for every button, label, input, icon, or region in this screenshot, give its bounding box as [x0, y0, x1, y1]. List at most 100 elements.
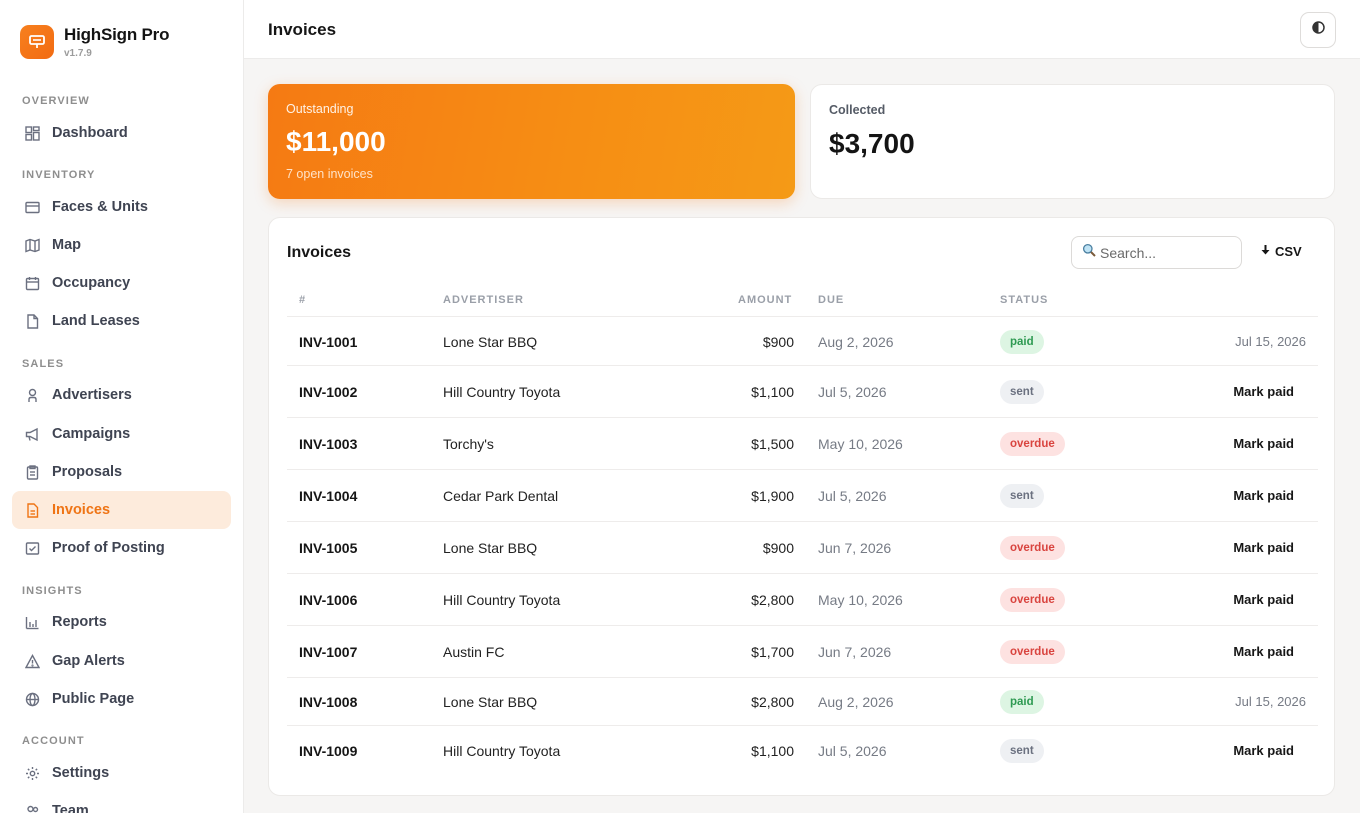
brand-name: HighSign Pro — [64, 25, 170, 44]
sidebar-item-faces-units[interactable]: Faces & Units — [12, 188, 231, 226]
table-row[interactable]: INV-1009 Hill Country Toyota $1,100 Jul 5, … — [287, 725, 1318, 775]
sidebar-item-proof-of-posting[interactable]: Proof of Posting — [12, 529, 231, 567]
csv-export-button[interactable]: CSV — [1261, 244, 1302, 259]
collected-card: Collected $3,700 — [810, 84, 1335, 199]
invoice-number[interactable]: INV-1003 — [299, 436, 358, 452]
invoice-advertiser: Hill Country Toyota — [443, 592, 561, 608]
sidebar-item-dashboard[interactable]: Dashboard — [12, 114, 231, 152]
invoice-due-date: Jul 5, 2026 — [818, 743, 887, 759]
table-row[interactable]: INV-1004 Cedar Park Dental $1,900 Jul 5, 20… — [287, 469, 1318, 521]
sidebar-item-label: Occupancy — [52, 275, 131, 291]
sidebar-item-reports[interactable]: Reports — [12, 603, 231, 641]
mark-paid-button[interactable]: Mark paid — [1233, 592, 1294, 607]
sidebar-item-land-leases[interactable]: Land Leases — [12, 302, 231, 340]
mark-paid-button[interactable]: Mark paid — [1233, 488, 1294, 503]
status-badge: overdue — [1000, 640, 1065, 664]
collected-value: $3,700 — [829, 128, 915, 159]
nav-section-account: ACCOUNT — [22, 735, 85, 747]
invoices-panel: Invoices CSV # ADVERTISER AMOUNT DUE STA… — [268, 217, 1335, 796]
invoice-number[interactable]: INV-1006 — [299, 592, 358, 608]
warning-icon — [24, 653, 40, 669]
sidebar-item-label: Map — [52, 237, 81, 253]
checkbox-icon — [24, 540, 40, 556]
nav-section-inventory: INVENTORY — [22, 169, 96, 181]
sidebar-item-label: Reports — [52, 614, 107, 630]
invoice-due-date: Jul 5, 2026 — [818, 384, 887, 400]
theme-toggle-button[interactable] — [1300, 12, 1336, 48]
bar-chart-icon — [24, 614, 40, 630]
invoice-due-date: Jul 5, 2026 — [818, 488, 887, 504]
outstanding-subtext: 7 open invoices — [286, 167, 373, 181]
table-row[interactable]: INV-1008 Lone Star BBQ $2,800 Aug 2, 2026 pa… — [287, 677, 1318, 725]
sidebar-item-team[interactable]: Team — [12, 792, 231, 813]
brand[interactable]: HighSign Pro v1.7.9 — [20, 25, 169, 59]
invoice-amount: $1,900 — [751, 488, 794, 504]
brand-version: v1.7.9 — [64, 48, 92, 59]
sidebar-item-invoices[interactable]: Invoices — [12, 491, 231, 529]
invoice-amount: $1,700 — [751, 644, 794, 660]
outstanding-card: Outstanding $11,000 7 open invoices — [268, 84, 795, 199]
invoice-due-date: May 10, 2026 — [818, 592, 903, 608]
panel-title: Invoices — [287, 244, 352, 261]
status-badge: sent — [1000, 380, 1044, 404]
mark-paid-button[interactable]: Mark paid — [1233, 540, 1294, 555]
table-row[interactable]: INV-1002 Hill Country Toyota $1,100 Jul 5, … — [287, 365, 1318, 417]
column-header-advertiser[interactable]: ADVERTISER — [443, 294, 524, 306]
invoice-advertiser: Lone Star BBQ — [443, 334, 538, 350]
invoice-number[interactable]: INV-1005 — [299, 540, 358, 556]
sidebar-item-proposals[interactable]: Proposals — [12, 453, 231, 491]
invoice-amount: $2,800 — [751, 694, 794, 710]
invoice-icon — [24, 502, 40, 518]
nav-section-sales: SALES — [22, 358, 65, 370]
table-row[interactable]: INV-1006 Hill Country Toyota $2,800 May 10,… — [287, 573, 1318, 625]
table-row[interactable]: INV-1007 Austin FC $1,700 Jun 7, 2026 overdu… — [287, 625, 1318, 677]
column-header-status[interactable]: STATUS — [1000, 294, 1049, 306]
invoice-advertiser: Torchy's — [443, 436, 494, 452]
invoice-advertiser: Austin FC — [443, 644, 505, 660]
billboard-icon — [24, 199, 40, 215]
mark-paid-button[interactable]: Mark paid — [1233, 436, 1294, 451]
outstanding-label: Outstanding — [286, 102, 354, 116]
sidebar-item-advertisers[interactable]: Advertisers — [12, 376, 231, 414]
sidebar-item-settings[interactable]: Settings — [12, 754, 231, 792]
invoice-number[interactable]: INV-1004 — [299, 488, 358, 504]
sidebar-item-label: Gap Alerts — [52, 653, 125, 669]
invoice-amount: $1,500 — [751, 436, 794, 452]
table-row[interactable]: INV-1003 Torchy's $1,500 May 10, 2026 overdu… — [287, 417, 1318, 469]
document-icon — [24, 313, 40, 329]
invoice-due-date: May 10, 2026 — [818, 436, 903, 452]
mark-paid-button[interactable]: Mark paid — [1233, 743, 1294, 758]
sidebar-item-label: Faces & Units — [52, 199, 148, 215]
status-badge: paid — [1000, 330, 1044, 354]
invoice-number[interactable]: INV-1009 — [299, 743, 358, 759]
sidebar-item-label: Land Leases — [52, 313, 140, 329]
mark-paid-button[interactable]: Mark paid — [1233, 384, 1294, 399]
column-header-due[interactable]: DUE — [818, 294, 845, 306]
invoice-advertiser: Hill Country Toyota — [443, 384, 561, 400]
invoice-number[interactable]: INV-1001 — [299, 334, 358, 350]
search-input[interactable] — [1100, 244, 1230, 261]
search-box[interactable] — [1071, 236, 1242, 269]
table-row[interactable]: INV-1005 Lone Star BBQ $900 Jun 7, 2026 over… — [287, 521, 1318, 573]
top-header: Invoices — [244, 0, 1360, 59]
invoice-number[interactable]: INV-1002 — [299, 384, 358, 400]
invoice-amount: $1,100 — [751, 743, 794, 759]
column-header-amount[interactable]: AMOUNT — [738, 294, 793, 306]
search-icon — [1082, 243, 1096, 262]
megaphone-icon — [24, 426, 40, 442]
invoice-number[interactable]: INV-1008 — [299, 694, 358, 710]
sidebar-item-public-page[interactable]: Public Page — [12, 680, 231, 718]
invoice-advertiser: Hill Country Toyota — [443, 743, 561, 759]
mark-paid-button[interactable]: Mark paid — [1233, 644, 1294, 659]
sidebar-item-occupancy[interactable]: Occupancy — [12, 264, 231, 302]
invoice-number[interactable]: INV-1007 — [299, 644, 358, 660]
globe-icon — [24, 691, 40, 707]
sidebar-item-campaigns[interactable]: Campaigns — [12, 415, 231, 453]
invoice-amount: $900 — [762, 334, 794, 350]
table-row[interactable]: INV-1001 Lone Star BBQ $900 Aug 2, 2026 paid… — [287, 316, 1318, 365]
sidebar-item-map[interactable]: Map — [12, 226, 231, 264]
user-icon — [24, 387, 40, 403]
sidebar-item-label: Public Page — [52, 691, 135, 707]
nav-section-insights: INSIGHTS — [22, 585, 83, 597]
sidebar-item-gap-alerts[interactable]: Gap Alerts — [12, 642, 231, 680]
